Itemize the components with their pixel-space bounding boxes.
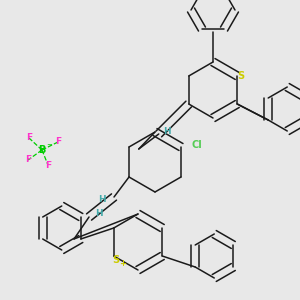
- Text: H: H: [163, 128, 171, 136]
- Text: H: H: [98, 196, 106, 205]
- Text: S: S: [112, 255, 119, 265]
- Text: F: F: [45, 160, 51, 169]
- Text: F: F: [55, 137, 61, 146]
- Text: F: F: [25, 155, 31, 164]
- Text: S: S: [238, 71, 245, 81]
- Text: B: B: [38, 145, 46, 155]
- Text: H: H: [95, 209, 103, 218]
- Text: +: +: [119, 260, 126, 268]
- Text: Cl: Cl: [192, 140, 203, 150]
- Text: −: −: [46, 142, 52, 148]
- Text: F: F: [26, 134, 32, 142]
